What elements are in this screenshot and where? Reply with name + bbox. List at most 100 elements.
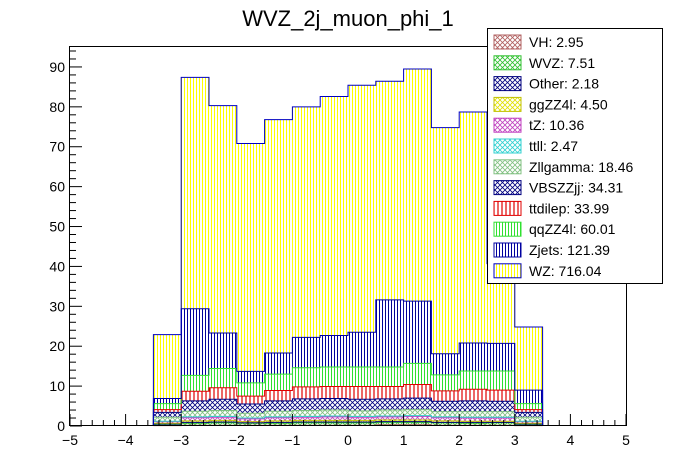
bar-tZ-7 (348, 417, 376, 421)
x-tick-label: 4 (567, 432, 575, 448)
bar-ttdilep-5 (292, 386, 321, 399)
histogram-bars (153, 68, 543, 426)
bar-ttdilep-7 (348, 386, 376, 400)
bar-Zjets-9 (403, 301, 432, 364)
legend-swatch-ggZZ4l (493, 96, 522, 112)
bar-qqZZ4l-3 (236, 382, 265, 397)
bar-qqZZ4l-11 (459, 370, 487, 390)
bar-ttdilep-4 (264, 390, 293, 401)
series-ggZZ4l (153, 420, 543, 425)
bar-ggZZ4l-4 (264, 420, 293, 423)
chart-title: WVZ_2j_muon_phi_1 (242, 6, 454, 31)
x-tick-label: 1 (400, 432, 408, 448)
legend-swatch-VBSZZjj (493, 180, 522, 196)
legend-label-Zjets: Zjets: 121.39 (529, 242, 610, 258)
bar-ttdilep-0 (153, 409, 182, 413)
bar-WVZ-1 (181, 423, 209, 426)
bar-Zllgamma-0 (153, 417, 182, 422)
y-tick-label: 60 (49, 179, 65, 195)
series-WZ (153, 68, 543, 399)
series-Zjets (153, 299, 543, 404)
y-tick-label: 10 (49, 378, 65, 394)
bar-tZ-0 (153, 421, 182, 424)
legend-swatch-Zllgamma (493, 159, 522, 175)
x-tick-label: −2 (229, 432, 245, 448)
x-tick-label: −5 (62, 432, 78, 448)
bar-Zllgamma-5 (292, 410, 321, 417)
bar-WVZ-6 (320, 422, 348, 426)
bar-Zjets-0 (153, 398, 182, 404)
x-axis: −5 −4 −3 −2 −1 0 1 2 3 4 5 (62, 414, 630, 448)
outline-qqZZ4l (152, 362, 544, 426)
bar-tZ-9 (403, 416, 432, 421)
bar-Zjets-4 (264, 352, 293, 375)
bar-qqZZ4l-13 (514, 403, 543, 410)
bar-qqZZ4l-8 (375, 366, 404, 387)
bar-ggZZ4l-9 (403, 420, 432, 422)
bar-tZ-13 (514, 421, 543, 424)
legend-swatch-VH (493, 34, 522, 50)
bar-qqZZ4l-5 (292, 367, 321, 387)
x-tick-label: 2 (455, 432, 463, 448)
bar-WZ-9 (403, 68, 432, 302)
bar-WVZ-3 (236, 423, 265, 426)
bar-tZ-5 (292, 417, 321, 421)
legend-swatch-qqZZ4l (493, 221, 522, 237)
series-WVZ (153, 422, 543, 426)
y-axis: 0 10 20 30 40 50 60 70 80 90 (49, 50, 82, 434)
x-tick-label: 5 (622, 432, 630, 448)
bar-VBSZZjj-5 (292, 398, 321, 411)
outline-Zjets (152, 299, 544, 426)
bar-Zjets-5 (292, 337, 321, 368)
bar-VBSZZjj-12 (487, 401, 515, 412)
bar-VBSZZjj-10 (431, 401, 460, 412)
y-tick-label: 70 (49, 139, 65, 155)
legend: VH: 2.95 WVZ: 7.51 Other: 2.18 ggZZ4l: 4.50… (487, 28, 663, 284)
bar-WVZ-12 (487, 422, 515, 426)
x-tick-label: 3 (511, 432, 519, 448)
bar-ggZZ4l-7 (348, 420, 376, 423)
bar-ggZZ4l-6 (320, 420, 348, 423)
bar-ggZZ4l-11 (459, 421, 487, 423)
bar-qqZZ4l-1 (181, 375, 209, 392)
bar-Zllgamma-3 (236, 413, 265, 419)
outline-ttdilep (152, 384, 544, 426)
bar-ttdilep-3 (236, 396, 265, 405)
bar-ttdilep-8 (375, 386, 404, 399)
series-tZ (153, 416, 543, 424)
bar-WZ-11 (459, 112, 487, 344)
bar-ttdilep-10 (431, 390, 460, 402)
bar-WVZ-9 (403, 422, 432, 425)
outline-Other (152, 421, 544, 426)
bar-qqZZ4l-0 (153, 403, 182, 410)
y-tick-label: 20 (49, 338, 65, 354)
bar-ggZZ4l-12 (487, 421, 515, 423)
legend-swatch-WZ (493, 263, 522, 279)
bar-WZ-10 (431, 127, 460, 354)
bar-Zjets-7 (348, 332, 376, 367)
y-tick-label: 80 (49, 99, 65, 115)
y-tick-label: 40 (49, 258, 65, 274)
bar-ggZZ4l-3 (236, 421, 265, 423)
legend-label-ttll: ttll: 2.47 (529, 138, 578, 154)
bar-tZ-4 (264, 417, 293, 421)
bar-qqZZ4l-12 (487, 370, 515, 391)
legend-swatch-ttdilep (493, 200, 522, 216)
bar-qqZZ4l-6 (320, 366, 348, 387)
bar-Zjets-3 (236, 371, 265, 383)
bar-WZ-8 (375, 81, 404, 300)
series-ttdilep (153, 384, 543, 413)
bar-VBSZZjj-3 (236, 404, 265, 414)
bar-Zllgamma-11 (459, 411, 487, 418)
bar-ttdilep-1 (181, 391, 209, 401)
bar-WZ-0 (153, 334, 182, 399)
bar-tZ-12 (487, 418, 515, 422)
legend-label-VH: VH: 2.95 (529, 34, 584, 50)
legend-swatch-Zjets (493, 242, 522, 258)
bar-WZ-4 (264, 119, 293, 353)
bar-WZ-7 (348, 85, 376, 333)
bar-ttdilep-11 (459, 389, 487, 401)
bar-WZ-5 (292, 106, 321, 338)
